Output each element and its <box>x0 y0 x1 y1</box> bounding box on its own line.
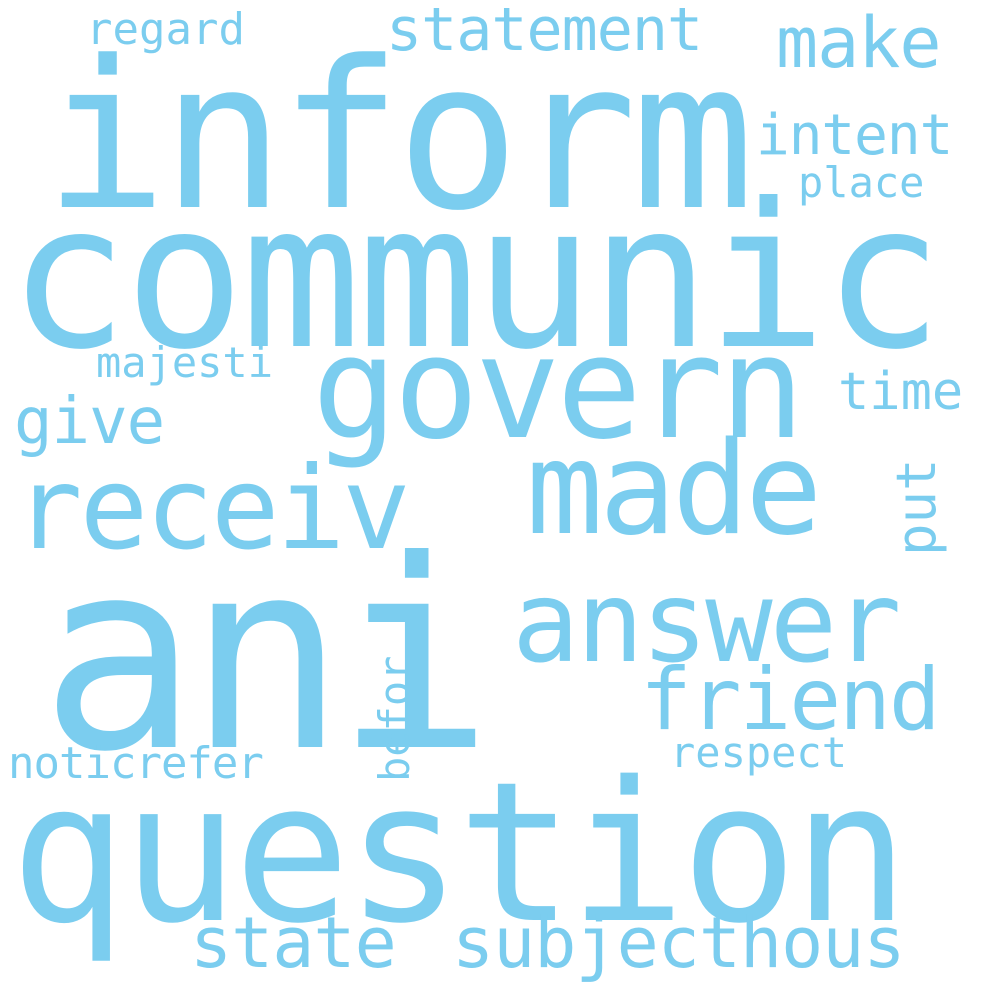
word-majesti: majesti <box>96 338 274 387</box>
word-intent: intent <box>756 103 953 168</box>
word-friend: friend <box>640 650 941 750</box>
word-receiv: receiv <box>14 442 411 575</box>
word-place: place <box>798 158 925 207</box>
word-respect: respect <box>670 728 848 777</box>
word-time: time <box>838 362 964 422</box>
word-put: put <box>885 458 948 556</box>
word-inform: inform <box>44 18 755 256</box>
word-ani: ani <box>40 504 493 809</box>
word-answer: answer <box>512 558 902 688</box>
word-give: give <box>14 385 165 459</box>
word-subjecthous: subjecthous <box>452 902 906 984</box>
word-communic: communic <box>8 161 943 394</box>
word-question: question <box>10 740 909 966</box>
word-noticrefer: noticrefer <box>8 738 264 789</box>
word-state: state <box>190 902 397 984</box>
word-made: made <box>526 415 822 564</box>
word-make: make <box>776 2 942 84</box>
word-befor: befor <box>370 655 419 782</box>
word-govern: govern <box>312 306 805 471</box>
word-statement: statement <box>386 0 703 65</box>
word-regard: regard <box>86 4 245 55</box>
